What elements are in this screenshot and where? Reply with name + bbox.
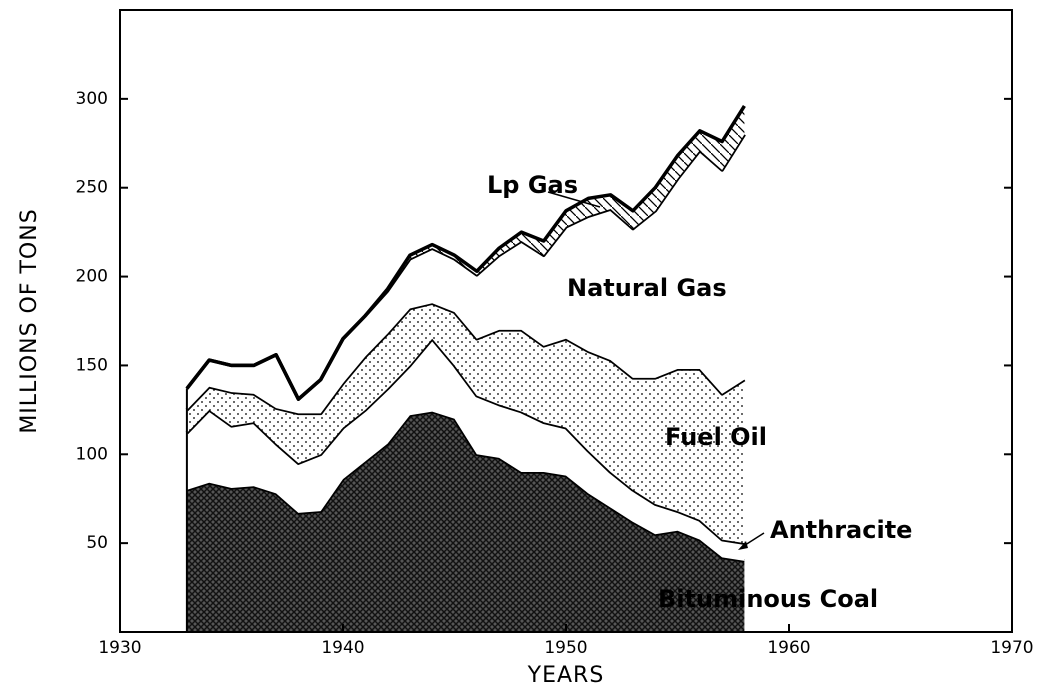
area <box>186 411 745 632</box>
x-axis-label: YEARS <box>527 663 605 688</box>
y-tick-label: 300 <box>76 89 108 109</box>
area-top-line <box>185 105 746 401</box>
area <box>186 303 745 544</box>
series-label: Lp Gas <box>487 171 578 199</box>
x-tick-label: 1960 <box>767 638 810 658</box>
y-tick-label: 150 <box>76 355 108 375</box>
x-tick-label: 1970 <box>990 638 1033 658</box>
leader <box>547 191 601 208</box>
x-tick-label: 1930 <box>98 638 141 658</box>
x-tick-label: 1950 <box>544 638 587 658</box>
series-label: Fuel Oil <box>665 423 767 451</box>
y-axis-label: MILLIONS OF TONS <box>17 208 42 433</box>
area <box>186 134 745 414</box>
series-label: Bituminous Coal <box>658 585 878 613</box>
y-tick-label: 50 <box>86 533 108 553</box>
y-tick-label: 250 <box>76 178 108 198</box>
series-label: Natural Gas <box>567 274 727 302</box>
arrow-head <box>738 541 748 550</box>
y-tick-label: 200 <box>76 267 108 287</box>
x-tick-label: 1940 <box>321 638 364 658</box>
y-tick-label: 100 <box>76 444 108 464</box>
series-label: Anthracite <box>770 516 912 544</box>
